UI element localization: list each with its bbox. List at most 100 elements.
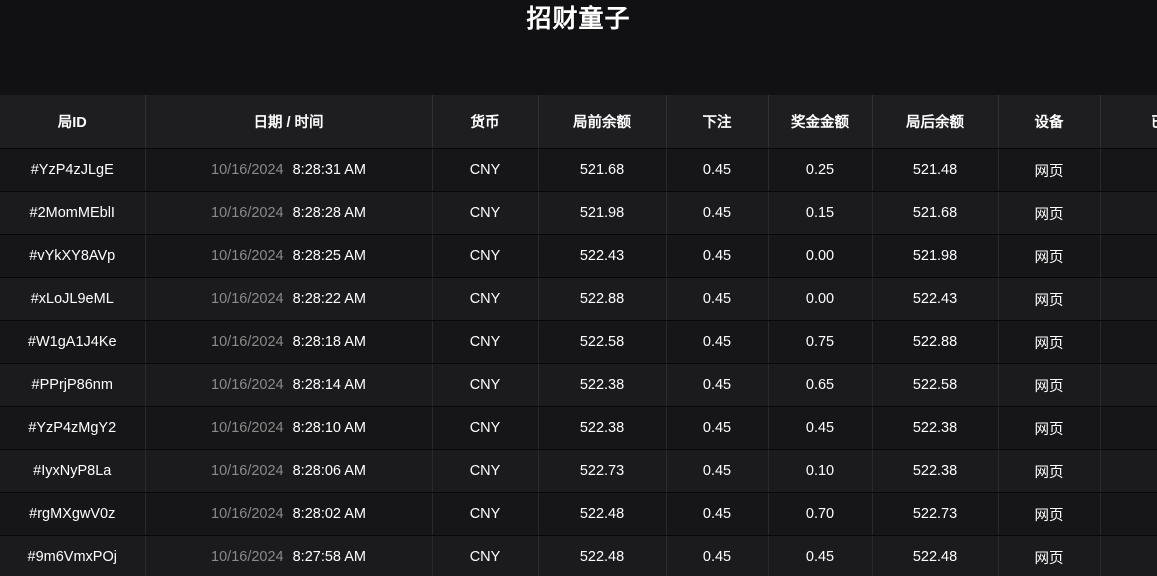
cell-balance-before: 521.98: [538, 191, 667, 235]
cell-device: 网页: [998, 191, 1101, 235]
cell-currency: CNY: [432, 234, 539, 278]
cell-round-id: #YzP4zJLgE: [0, 148, 146, 192]
cell-win-amount: 0.15: [768, 191, 873, 235]
cell-round-id: #IyxNyP8La: [0, 449, 146, 493]
cell-balance-after: 522.73: [872, 492, 999, 536]
column-header-currency[interactable]: 货币: [432, 95, 539, 149]
cell-finished: [1100, 406, 1157, 450]
table-row[interactable]: #IyxNyP8La 10/16/2024 8:28:06 AM CNY 522.73 0…: [0, 449, 1157, 493]
table-row[interactable]: #9m6VmxPOj 10/16/2024 8:27:58 AM CNY 522.48 0…: [0, 535, 1157, 576]
cell-date-time: 10/16/2024 8:28:22 AM: [145, 277, 433, 321]
column-header-win-amount[interactable]: 奖金金额: [768, 95, 873, 149]
column-header-round-id[interactable]: 局ID: [0, 95, 146, 149]
cell-date: 10/16/2024: [211, 205, 284, 221]
table-row[interactable]: #2MomMEblI 10/16/2024 8:28:28 AM CNY 521.98 0…: [0, 191, 1157, 235]
column-header-finished[interactable]: 已结束: [1100, 95, 1157, 149]
cell-balance-before: 522.43: [538, 234, 667, 278]
cell-time: 8:28:10 AM: [292, 420, 366, 436]
cell-round-id: #rgMXgwV0z: [0, 492, 146, 536]
cell-bet: 0.45: [666, 148, 769, 192]
cell-balance-before: 522.88: [538, 277, 667, 321]
cell-date: 10/16/2024: [211, 248, 284, 264]
cell-balance-before: 522.48: [538, 492, 667, 536]
cell-bet: 0.45: [666, 234, 769, 278]
cell-bet: 0.45: [666, 449, 769, 493]
cell-finished: [1100, 277, 1157, 321]
cell-date: 10/16/2024: [211, 549, 284, 565]
cell-bet: 0.45: [666, 535, 769, 576]
cell-balance-after: 522.48: [872, 535, 999, 576]
cell-finished: [1100, 320, 1157, 364]
cell-bet: 0.45: [666, 363, 769, 407]
column-header-device[interactable]: 设备: [998, 95, 1101, 149]
cell-device: 网页: [998, 320, 1101, 364]
cell-time: 8:28:06 AM: [292, 463, 366, 479]
cell-finished: [1100, 148, 1157, 192]
column-header-bet[interactable]: 下注: [666, 95, 769, 149]
cell-device: 网页: [998, 535, 1101, 576]
cell-time: 8:28:31 AM: [292, 162, 366, 178]
history-table-container[interactable]: 局ID 日期 / 时间 货币 局前余额 下注 奖金金额 局后余额 设备 已结束 …: [0, 95, 1157, 576]
cell-time: 8:28:14 AM: [292, 377, 366, 393]
cell-currency: CNY: [432, 320, 539, 364]
table-body: #YzP4zJLgE 10/16/2024 8:28:31 AM CNY 521.68 0…: [0, 148, 1157, 576]
table-row[interactable]: #YzP4zMgY2 10/16/2024 8:28:10 AM CNY 522.38 0…: [0, 406, 1157, 450]
column-header-balance-after[interactable]: 局后余额: [872, 95, 999, 149]
cell-round-id: #PPrjP86nm: [0, 363, 146, 407]
cell-currency: CNY: [432, 148, 539, 192]
cell-currency: CNY: [432, 277, 539, 321]
table-row[interactable]: #vYkXY8AVp 10/16/2024 8:28:25 AM CNY 522.43 0…: [0, 234, 1157, 278]
cell-round-id: #W1gA1J4Ke: [0, 320, 146, 364]
cell-date-time: 10/16/2024 8:28:02 AM: [145, 492, 433, 536]
table-row[interactable]: #YzP4zJLgE 10/16/2024 8:28:31 AM CNY 521.68 0…: [0, 148, 1157, 192]
cell-date-time: 10/16/2024 8:28:18 AM: [145, 320, 433, 364]
cell-balance-after: 521.98: [872, 234, 999, 278]
cell-device: 网页: [998, 363, 1101, 407]
cell-time: 8:28:22 AM: [292, 291, 366, 307]
cell-device: 网页: [998, 492, 1101, 536]
cell-date-time: 10/16/2024 8:28:10 AM: [145, 406, 433, 450]
cell-round-id: #vYkXY8AVp: [0, 234, 146, 278]
cell-win-amount: 0.00: [768, 234, 873, 278]
cell-currency: CNY: [432, 449, 539, 493]
cell-balance-after: 522.38: [872, 449, 999, 493]
cell-balance-before: 522.48: [538, 535, 667, 576]
cell-finished: [1100, 492, 1157, 536]
cell-date: 10/16/2024: [211, 377, 284, 393]
cell-date-time: 10/16/2024 8:28:31 AM: [145, 148, 433, 192]
table-row[interactable]: #PPrjP86nm 10/16/2024 8:28:14 AM CNY 522.38 0…: [0, 363, 1157, 407]
table-header-row: 局ID 日期 / 时间 货币 局前余额 下注 奖金金额 局后余额 设备 已结束: [0, 95, 1157, 149]
cell-currency: CNY: [432, 535, 539, 576]
cell-date-time: 10/16/2024 8:28:14 AM: [145, 363, 433, 407]
cell-date: 10/16/2024: [211, 162, 284, 178]
title-bar: 招财童子: [0, 0, 1157, 95]
cell-round-id: #xLoJL9eML: [0, 277, 146, 321]
cell-device: 网页: [998, 234, 1101, 278]
cell-finished: [1100, 191, 1157, 235]
table-row[interactable]: #rgMXgwV0z 10/16/2024 8:28:02 AM CNY 522.48 0…: [0, 492, 1157, 536]
cell-balance-after: 521.48: [872, 148, 999, 192]
table-row[interactable]: #xLoJL9eML 10/16/2024 8:28:22 AM CNY 522.88 0…: [0, 277, 1157, 321]
cell-balance-before: 522.73: [538, 449, 667, 493]
cell-balance-after: 522.38: [872, 406, 999, 450]
cell-bet: 0.45: [666, 492, 769, 536]
cell-date-time: 10/16/2024 8:28:28 AM: [145, 191, 433, 235]
cell-date: 10/16/2024: [211, 420, 284, 436]
cell-balance-after: 522.88: [872, 320, 999, 364]
cell-win-amount: 0.25: [768, 148, 873, 192]
cell-win-amount: 0.10: [768, 449, 873, 493]
cell-balance-before: 522.38: [538, 406, 667, 450]
cell-device: 网页: [998, 406, 1101, 450]
cell-win-amount: 0.75: [768, 320, 873, 364]
cell-time: 8:28:02 AM: [292, 506, 366, 522]
column-header-date-time[interactable]: 日期 / 时间: [145, 95, 433, 149]
column-header-balance-before[interactable]: 局前余额: [538, 95, 667, 149]
cell-bet: 0.45: [666, 191, 769, 235]
cell-win-amount: 0.65: [768, 363, 873, 407]
cell-device: 网页: [998, 277, 1101, 321]
cell-finished: [1100, 449, 1157, 493]
cell-finished: [1100, 535, 1157, 576]
cell-date-time: 10/16/2024 8:28:25 AM: [145, 234, 433, 278]
table-row[interactable]: #W1gA1J4Ke 10/16/2024 8:28:18 AM CNY 522.58 0…: [0, 320, 1157, 364]
cell-win-amount: 0.45: [768, 535, 873, 576]
